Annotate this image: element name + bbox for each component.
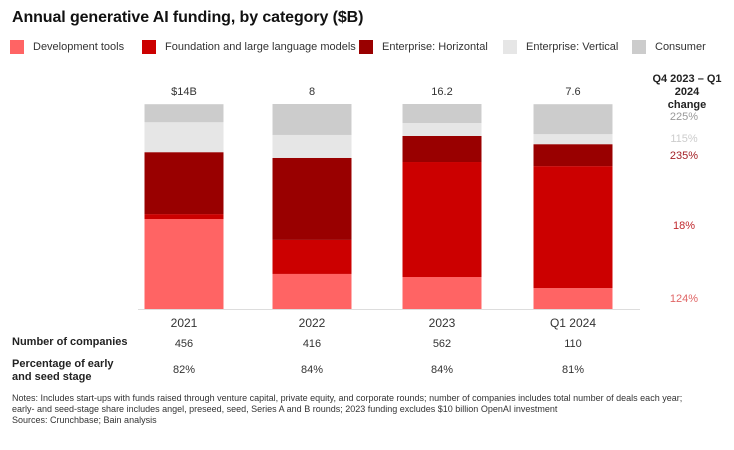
legend-label: Foundation and large language models: [165, 41, 356, 53]
bar-segment-consumer-2023: [402, 104, 482, 124]
legend-item-development-tools: Development tools: [10, 40, 124, 54]
legend: Development tools Foundation and large l…: [10, 40, 734, 58]
change-label-foundation-and-large-language-models: 18%: [673, 220, 695, 232]
legend-item-consumer: Consumer: [632, 40, 706, 54]
notes-line-1: Notes: Includes start-ups with funds rai…: [12, 393, 683, 403]
companies-value: 110: [564, 338, 582, 350]
change-label-enterprise-horizontal: 235%: [670, 150, 698, 162]
sources-line: Sources: Crunchbase; Bain analysis: [12, 415, 157, 425]
change-column-header: Q4 2023 – Q1 2024 change: [640, 73, 734, 112]
legend-item-enterprise-horizontal: Enterprise: Horizontal: [359, 40, 488, 54]
x-tick-label: 2023: [429, 316, 456, 330]
legend-item-foundation-models: Foundation and large language models: [142, 40, 356, 54]
bar-segment-enterprise-vertical-2023: [402, 123, 482, 136]
bar-segment-enterprise-vertical-2022: [272, 134, 352, 158]
bar-segment-development-tools-2023: [402, 277, 482, 309]
bar-segment-development-tools-2022: [272, 273, 352, 309]
legend-label: Development tools: [33, 41, 125, 53]
row-label-companies: Number of companies: [12, 336, 128, 348]
companies-value: 416: [303, 338, 321, 350]
bar-segment-foundation-and-large-language-models-2022: [272, 239, 352, 274]
legend-label: Enterprise: Horizontal: [382, 41, 488, 53]
bar-segment-development-tools-q1-2024: [533, 288, 613, 309]
legend-label: Enterprise: Vertical: [526, 41, 619, 53]
row-label-early-stage-line-2: and seed stage: [12, 371, 92, 383]
bar-segment-foundation-and-large-language-models-q1-2024: [533, 166, 613, 289]
notes: Notes: Includes start-ups with funds rai…: [12, 393, 727, 426]
bar-total-label: 16.2: [431, 86, 452, 98]
change-header-line-1: Q4 2023 – Q1 2024: [652, 73, 722, 98]
bar-segment-consumer-2022: [272, 104, 352, 135]
legend-swatch: [359, 40, 373, 54]
legend-label: Consumer: [655, 41, 706, 53]
row-label-early-stage-line-1: Percentage of early: [12, 358, 114, 370]
bar-total-label: 8: [309, 86, 315, 98]
bar-segment-consumer-2021: [144, 104, 224, 123]
bar-segment-foundation-and-large-language-models-2021: [144, 214, 224, 220]
bar-segment-enterprise-horizontal-q1-2024: [533, 144, 613, 167]
bar-segment-enterprise-horizontal-2022: [272, 157, 352, 240]
bar-total-label: $14B: [171, 86, 197, 98]
x-tick-label: 2021: [171, 316, 198, 330]
early-seed-share-value: 81%: [562, 364, 584, 376]
bar-segment-enterprise-horizontal-2021: [144, 152, 224, 215]
legend-swatch: [503, 40, 517, 54]
row-label-early-stage: Percentage of early and seed stage: [12, 358, 114, 384]
bar-segment-development-tools-2021: [144, 219, 224, 309]
legend-swatch: [632, 40, 646, 54]
companies-value: 562: [433, 338, 451, 350]
bar-segment-consumer-q1-2024: [533, 104, 613, 135]
legend-swatch: [142, 40, 156, 54]
change-header-line-2: change: [667, 99, 707, 111]
notes-line-2: early- and seed-stage share includes ang…: [12, 404, 558, 414]
x-tick-label: 2022: [299, 316, 326, 330]
legend-item-enterprise-vertical: Enterprise: Vertical: [503, 40, 618, 54]
bar-total-label: 7.6: [565, 86, 580, 98]
companies-value: 456: [175, 338, 193, 350]
change-label-development-tools: 124%: [670, 293, 698, 305]
x-tick-label: Q1 2024: [550, 316, 596, 330]
change-label-consumer: 225%: [670, 111, 698, 123]
early-seed-share-value: 82%: [173, 364, 195, 376]
chart-title: Annual generative AI funding, by categor…: [12, 9, 364, 26]
early-seed-share-value: 84%: [431, 364, 453, 376]
legend-swatch: [10, 40, 24, 54]
bar-segment-enterprise-horizontal-2023: [402, 135, 482, 163]
bar-segment-foundation-and-large-language-models-2023: [402, 162, 482, 278]
bar-segment-enterprise-vertical-q1-2024: [533, 134, 613, 145]
bar-segment-enterprise-vertical-2021: [144, 122, 224, 153]
change-label-enterprise-vertical: 115%: [670, 133, 698, 145]
early-seed-share-value: 84%: [301, 364, 323, 376]
